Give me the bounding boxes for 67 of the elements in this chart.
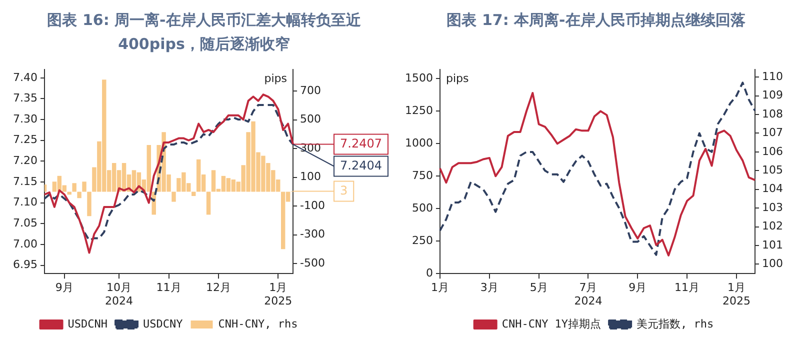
x-tick-label: 10月 2024: [105, 281, 134, 308]
bar: [172, 192, 176, 202]
y-tick-label: 7.00: [12, 237, 38, 250]
x-tick-label: 7月 2024: [574, 281, 602, 308]
bar: [192, 192, 196, 196]
x-tick-label: 1月: [430, 281, 449, 294]
y-tick-label: 7.40: [12, 70, 38, 84]
y-tick-label: 1250: [404, 104, 433, 118]
y2-tick-label: 106: [762, 144, 784, 158]
data-label: 7.2404: [340, 158, 382, 172]
y2-tick-label: 100: [300, 170, 322, 184]
chart-title: 图表 17: 本周离-在岸人民币掉期点继续回落: [446, 10, 746, 31]
y2-tick-label: -500: [300, 256, 326, 270]
y-tick-label: 250: [412, 234, 433, 247]
chart-title: 图表 16: 周一离-在岸人民币汇差大幅转负至近400pips，随后逐渐收窄: [46, 10, 362, 55]
legend-label: USDCNH: [68, 317, 108, 330]
x-tick-label: 12月: [206, 281, 231, 294]
x-tick-label: 1月 2025: [722, 281, 750, 308]
legend-label: USDCNY: [143, 317, 184, 330]
bar: [82, 182, 86, 192]
y2-tick-label: -100: [300, 198, 326, 212]
y2-tick-label: 104: [762, 182, 784, 196]
y-tick-label: 7.30: [12, 112, 38, 126]
x-tick-label: 11月: [674, 281, 700, 294]
y2-tick-label: 107: [762, 126, 784, 140]
y-tick-label: 6.95: [12, 258, 38, 272]
y-tick-label: 7.20: [12, 154, 38, 168]
y-tick-label: 1000: [404, 136, 433, 150]
x-tick-label: 1月 2025: [264, 281, 292, 308]
data-label: 3: [340, 183, 348, 198]
y-tick-label: 7.25: [12, 133, 38, 146]
bar: [44, 184, 47, 192]
legend-label: CNH-CNY 1Y掉期点: [502, 317, 602, 330]
y2-tick-label: 101: [762, 238, 784, 252]
bar: [77, 192, 82, 198]
y2-tick-label: 700: [300, 84, 322, 98]
y2-axis-title: pips: [264, 72, 288, 85]
bar: [67, 192, 72, 195]
y-tick-label: 7.05: [12, 216, 38, 230]
y2-tick-label: 500: [300, 112, 322, 126]
y2-tick-label: 105: [762, 164, 784, 177]
y-tick-label: 750: [412, 169, 433, 182]
y-tick-label: 0: [426, 266, 433, 280]
y-tick-label: 500: [412, 201, 433, 214]
legend-label: CNH-CNY, rhs: [218, 317, 298, 330]
y2-tick-label: 108: [762, 107, 784, 120]
y2-tick-label: 102: [762, 220, 784, 233]
bar: [206, 192, 211, 215]
y-axis-title: pips: [446, 72, 470, 85]
y-tick-label: 7.15: [12, 174, 38, 188]
y2-tick-label: 103: [762, 200, 784, 214]
legend-label: 美元指数, rhs: [636, 317, 714, 330]
data-label: 7.2407: [340, 136, 382, 150]
y-tick-label: 1500: [404, 72, 433, 85]
x-tick-label: 3月: [480, 281, 498, 294]
x-tick-label: 11月: [156, 281, 182, 294]
bar: [72, 183, 76, 192]
y2-tick-label: 110: [762, 70, 784, 83]
x-tick-label: 9月: [55, 281, 74, 294]
x-tick-label: 5月: [530, 281, 548, 294]
y-tick-label: 7.10: [12, 196, 38, 209]
y2-tick-label: 100: [762, 257, 784, 270]
y-tick-label: 7.35: [12, 92, 38, 105]
x-tick-label: 9月: [628, 281, 647, 294]
bar: [87, 192, 92, 216]
y2-tick-label: -300: [300, 228, 326, 241]
y2-tick-label: 109: [762, 88, 784, 102]
